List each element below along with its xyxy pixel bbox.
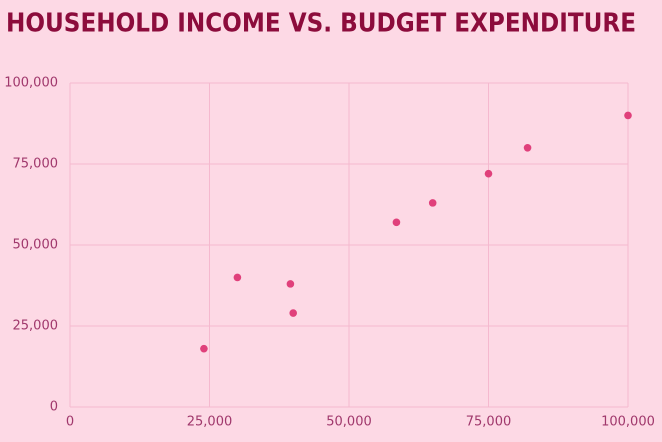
y-tick-label: 25,000 <box>13 319 59 334</box>
point <box>624 111 632 120</box>
point <box>233 273 242 282</box>
point <box>484 169 493 178</box>
point <box>523 144 532 152</box>
point <box>286 280 295 288</box>
x-tick-label: 50,000 <box>326 415 372 430</box>
x-tick-label: 0 <box>66 415 74 430</box>
y-tick-label: 0 <box>50 400 58 415</box>
point <box>289 309 298 317</box>
y-tick-label: 50,000 <box>13 238 59 253</box>
x-tick-label: 100,000 <box>601 415 655 430</box>
y-tick-label: 75,000 <box>13 157 59 172</box>
point <box>428 199 437 207</box>
x-tick-label: 75,000 <box>466 415 512 430</box>
chart-title: HOUSEHOLD INCOME VS. BUDGET EXPENDITURE <box>6 9 636 39</box>
x-tick-label: 25,000 <box>187 415 233 430</box>
point <box>200 344 208 353</box>
point <box>392 218 401 227</box>
y-tick-label: 100,000 <box>4 76 58 91</box>
